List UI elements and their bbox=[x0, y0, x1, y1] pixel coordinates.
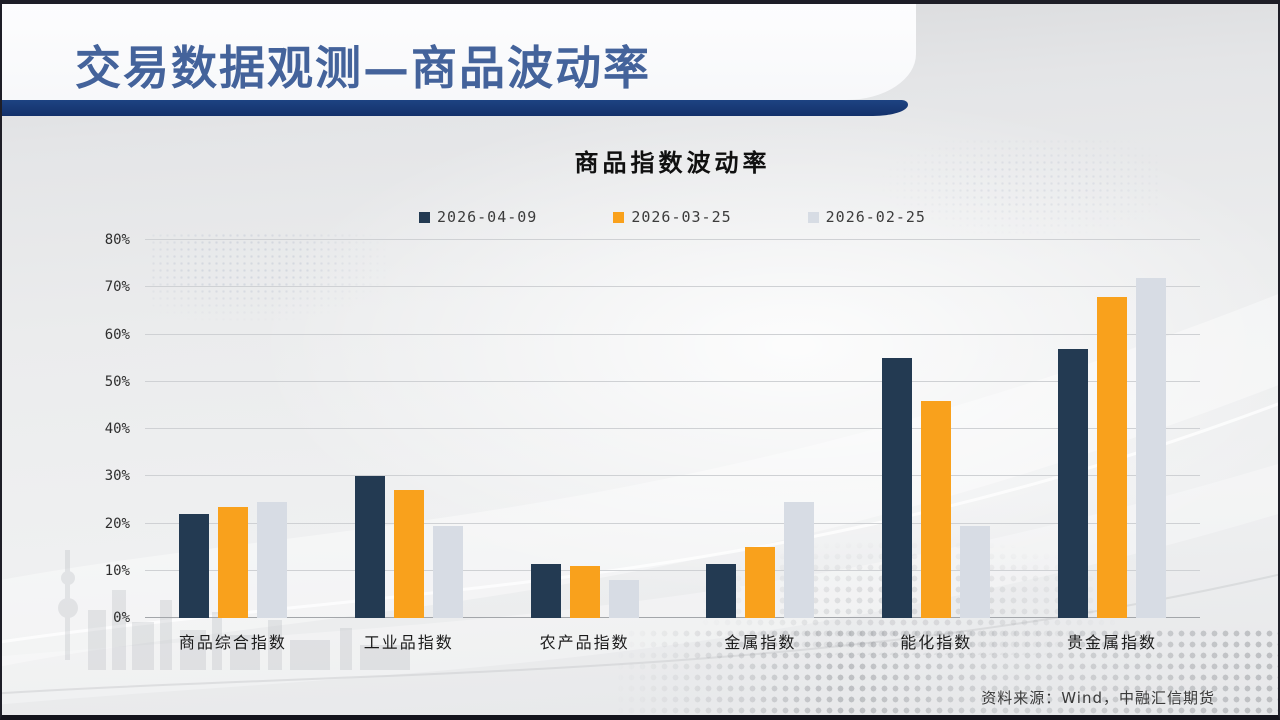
bar-groups: 商品综合指数 工业品指数 农产品指数 金属指数 能化指数 贵金属指数 bbox=[145, 240, 1200, 652]
header-divider bbox=[0, 100, 908, 116]
bar-group: 农产品指数 bbox=[497, 240, 673, 652]
chart-legend: 2026-04-09 2026-03-25 2026-02-25 bbox=[145, 208, 1200, 226]
bars bbox=[848, 240, 1024, 618]
halftone-pattern-bottom-right bbox=[615, 628, 1280, 716]
category-label: 金属指数 bbox=[724, 633, 797, 652]
bars bbox=[1024, 240, 1200, 618]
bar-2026-02-25 bbox=[784, 502, 815, 618]
bar-group: 贵金属指数 bbox=[1024, 240, 1200, 652]
chart-title: 商品指数波动率 bbox=[574, 149, 771, 177]
legend-label: 2026-02-25 bbox=[825, 208, 926, 226]
bar-group: 工业品指数 bbox=[321, 240, 497, 652]
world-map-dots-right bbox=[880, 138, 1160, 238]
gridline bbox=[145, 428, 1200, 429]
bar-2026-02-25 bbox=[608, 580, 639, 618]
header-band bbox=[0, 4, 916, 100]
page-title: 交易数据观测—商品波动率 bbox=[75, 41, 651, 95]
bar-2026-03-25 bbox=[569, 566, 600, 618]
y-tick-label: 30% bbox=[104, 468, 130, 485]
y-tick-label: 10% bbox=[104, 562, 130, 579]
plot-area: 商品综合指数 工业品指数 农产品指数 金属指数 能化指数 贵金属指数 bbox=[145, 239, 1200, 652]
bar-2026-04-09 bbox=[530, 563, 561, 618]
legend-item: 2026-02-25 bbox=[807, 208, 926, 226]
bar-2026-03-25 bbox=[1097, 296, 1128, 618]
bar-2026-03-25 bbox=[921, 400, 952, 618]
category-label: 工业品指数 bbox=[363, 633, 454, 652]
category-label: 贵金属指数 bbox=[1067, 633, 1158, 652]
bar-2026-04-09 bbox=[882, 358, 913, 618]
bars bbox=[497, 240, 673, 618]
gridline bbox=[145, 475, 1200, 477]
bar-2026-02-25 bbox=[256, 502, 287, 618]
bars bbox=[672, 240, 848, 618]
gridline bbox=[145, 239, 1200, 240]
y-tick-label: 50% bbox=[104, 373, 130, 390]
legend-item: 2026-04-09 bbox=[419, 208, 537, 226]
y-axis-labels: 0% 10% 20% 30% 40% 50% 60% 70% 80% bbox=[58, 232, 130, 626]
bar-2026-02-25 bbox=[1136, 277, 1167, 618]
category-label: 农产品指数 bbox=[539, 633, 630, 652]
bars bbox=[145, 240, 321, 618]
bar-group: 商品综合指数 bbox=[145, 240, 321, 652]
bars bbox=[321, 240, 497, 618]
legend-label: 2026-03-25 bbox=[631, 208, 732, 226]
gridline bbox=[145, 333, 1200, 335]
legend-marker bbox=[419, 211, 431, 223]
bar-2026-04-09 bbox=[1058, 348, 1089, 618]
bar-group: 金属指数 bbox=[672, 240, 848, 652]
bar-2026-03-25 bbox=[393, 490, 424, 618]
category-label: 能化指数 bbox=[900, 633, 973, 652]
gridline bbox=[145, 380, 1200, 382]
bar-group: 能化指数 bbox=[848, 240, 1024, 652]
source-note: 资料来源：Wind，中融汇信期货 bbox=[981, 689, 1215, 707]
bar-2026-03-25 bbox=[745, 547, 776, 618]
bar-2026-04-09 bbox=[354, 476, 385, 618]
legend-marker bbox=[807, 211, 819, 223]
bar-2026-02-25 bbox=[960, 525, 991, 618]
legend-item: 2026-03-25 bbox=[613, 208, 731, 226]
y-tick-label: 40% bbox=[104, 421, 130, 437]
y-tick-label: 20% bbox=[104, 515, 130, 532]
bar-2026-04-09 bbox=[706, 563, 737, 618]
gridline bbox=[145, 569, 1200, 571]
bar-2026-02-25 bbox=[432, 525, 463, 618]
bar-2026-03-25 bbox=[217, 506, 248, 618]
y-tick-label: 60% bbox=[104, 326, 130, 343]
x-axis-line bbox=[145, 617, 1200, 618]
y-tick-label: 0% bbox=[113, 610, 130, 626]
y-tick-label: 70% bbox=[104, 279, 130, 296]
legend-marker bbox=[613, 211, 625, 223]
gridline bbox=[145, 522, 1200, 524]
gridline bbox=[145, 286, 1200, 288]
bar-2026-04-09 bbox=[178, 514, 209, 618]
category-label: 商品综合指数 bbox=[178, 633, 287, 652]
world-map-dots-left bbox=[150, 232, 390, 322]
legend-label: 2026-04-09 bbox=[437, 208, 538, 226]
y-tick-label: 80% bbox=[104, 232, 130, 248]
